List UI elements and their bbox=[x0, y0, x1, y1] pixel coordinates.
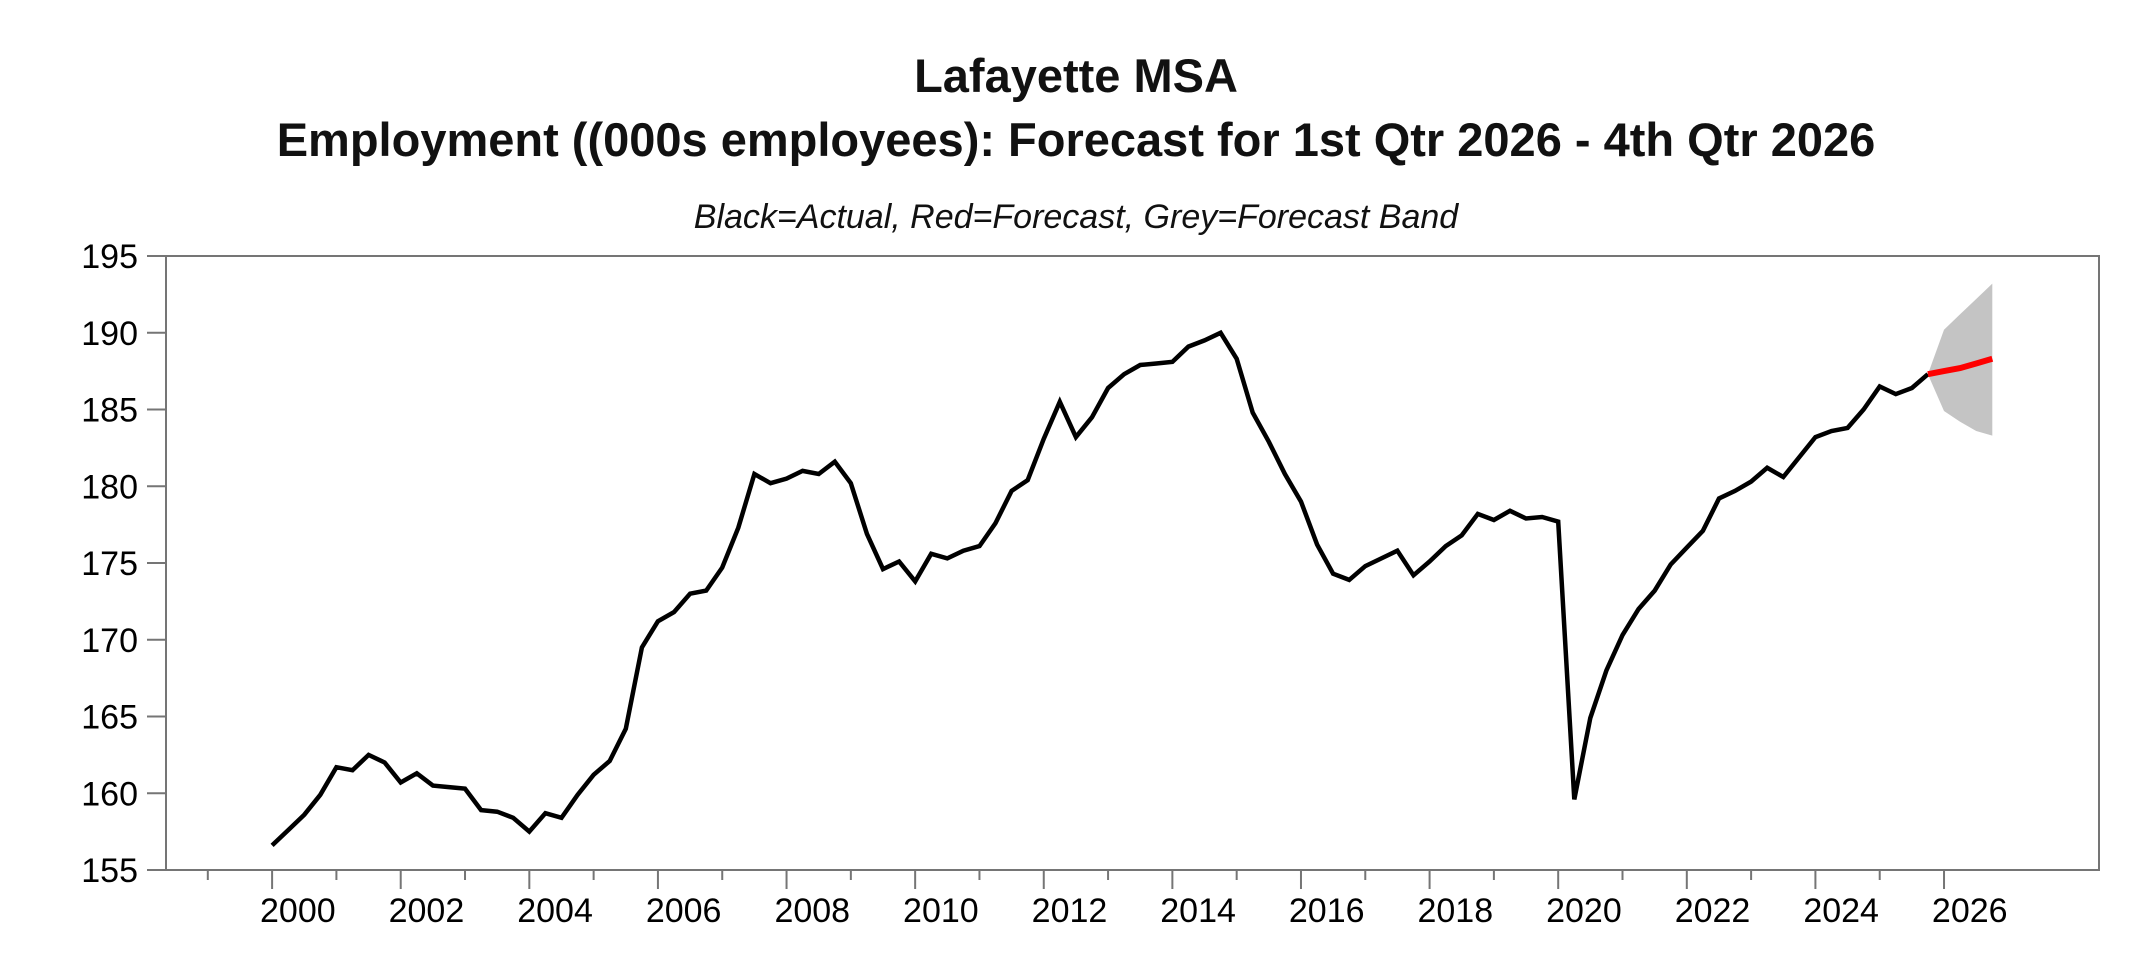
x-tick-label: 2008 bbox=[774, 892, 850, 930]
chart-legend-note: Black=Actual, Red=Forecast, Grey=Forecas… bbox=[693, 198, 1459, 236]
plot-frame bbox=[165, 255, 2100, 871]
chart-title-line2: Employment ((000s employees): Forecast f… bbox=[276, 113, 1876, 166]
y-tick-label: 160 bbox=[81, 775, 138, 813]
x-tick-label: 2026 bbox=[1932, 892, 2008, 930]
actual-line bbox=[270, 329, 1930, 848]
x-tick-label: 2016 bbox=[1289, 892, 1365, 930]
y-tick-label: 170 bbox=[81, 622, 138, 660]
x-tick-label: 2024 bbox=[1803, 892, 1879, 930]
y-tick-label: 195 bbox=[81, 238, 138, 276]
x-tick-label: 2000 bbox=[260, 892, 336, 930]
y-tick-label: 155 bbox=[81, 852, 138, 890]
x-tick-label: 2012 bbox=[1032, 892, 1108, 930]
x-tick-label: 2014 bbox=[1160, 892, 1236, 930]
x-tick-label: 2010 bbox=[903, 892, 979, 930]
x-tick-label: 2020 bbox=[1546, 892, 1622, 930]
x-tick-label: 2022 bbox=[1675, 892, 1751, 930]
y-tick-label: 185 bbox=[81, 392, 138, 430]
chart-title-line1: Lafayette MSA bbox=[914, 49, 1238, 102]
x-tick-label: 2006 bbox=[646, 892, 722, 930]
x-tick-label: 2018 bbox=[1417, 892, 1493, 930]
y-tick-label: 165 bbox=[81, 699, 138, 737]
x-tick-label: 2002 bbox=[389, 892, 465, 930]
y-tick-label: 190 bbox=[81, 315, 138, 353]
y-tick-label: 175 bbox=[81, 545, 138, 583]
y-tick-label: 180 bbox=[81, 468, 138, 506]
forecast-line bbox=[1927, 355, 1994, 378]
forecast-band bbox=[1927, 283, 1993, 436]
x-tick-label: 2004 bbox=[517, 892, 593, 930]
